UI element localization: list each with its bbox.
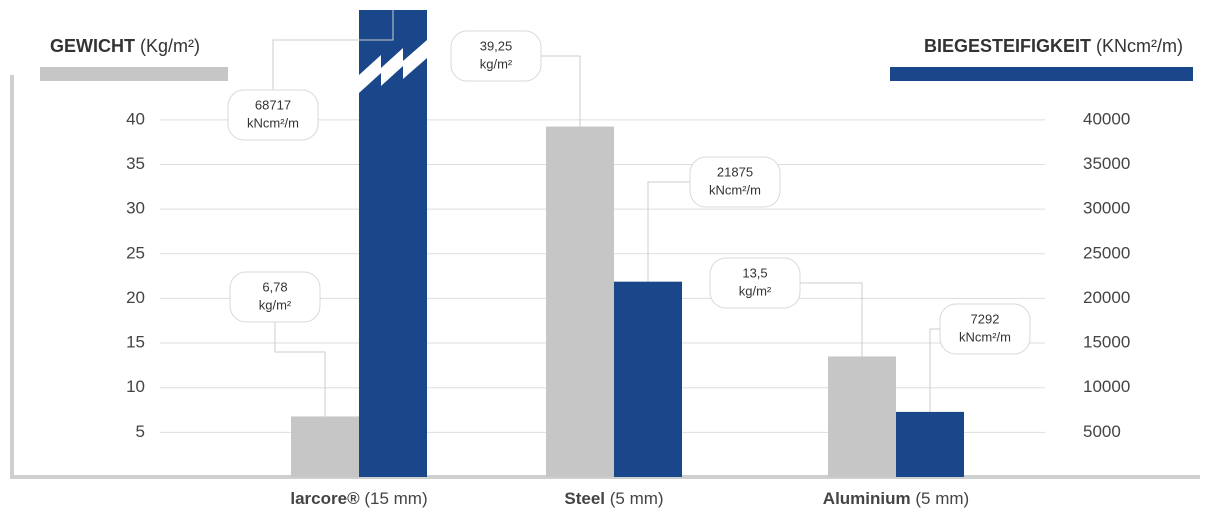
bar [828,356,896,477]
y2-tick-label: 5000 [1083,422,1121,441]
data-label: 21875 [717,164,753,179]
frame [10,75,1200,479]
category-name: Steel [564,489,605,508]
bar [546,126,614,478]
data-label-unit: kNcm²/m [247,115,299,130]
y-tick-label: 25 [126,243,145,262]
axis-unit: (KNcm²/m) [1096,36,1183,56]
bar [896,411,964,477]
data-label-unit: kNcm²/m [959,329,1011,344]
y2-tick-label: 30000 [1083,199,1130,218]
callout-connector [647,181,690,282]
bars [291,10,964,478]
bar [614,281,682,477]
bar [291,416,359,477]
data-label-unit: kNcm²/m [709,182,761,197]
y-tick-label: 40 [126,109,145,128]
left-axis-title: GEWICHT (Kg/m²) [50,36,200,56]
callout-box [709,257,801,309]
x-tick-label: larcore® (15 mm) [290,489,427,508]
callout-connector [540,55,581,127]
legend-swatch [890,67,1193,81]
category-name: Aluminium [823,489,911,508]
y-tick-label: 5 [136,422,145,441]
category-detail: (5 mm) [915,489,969,508]
callout-box [227,89,319,141]
data-label: 39,25 [480,38,513,53]
axis-unit: (Kg/m²) [140,36,200,56]
callout-connector [929,328,940,412]
callout-box [689,156,781,208]
y2-tick-label: 20000 [1083,288,1130,307]
callout-connector [274,322,326,417]
annotations: 6,78 kg/m² 68717 kNcm²/m 39,25 kg/m² 21875 kNcm… [227,10,1031,417]
x-tick-label: Aluminium (5 mm) [823,489,969,508]
y-tick-label: 10 [126,377,145,396]
category-detail: (5 mm) [610,489,664,508]
data-label-unit: kg/m² [259,297,292,312]
series-name: BIEGESTEIFIGKEIT [924,36,1091,56]
callout-connector [272,10,394,90]
data-label: 7292 [971,311,1000,326]
y2-tick-label: 40000 [1083,109,1130,128]
y-tick-label: 20 [126,288,145,307]
data-label: 68717 [255,97,291,112]
data-label-unit: kg/m² [480,56,513,71]
legend-swatch [40,67,228,81]
y2-tick-label: 15000 [1083,333,1130,352]
series-name: GEWICHT [50,36,135,56]
data-label-unit: kg/m² [739,283,772,298]
y-tick-label: 35 [126,154,145,173]
y2-tick-label: 25000 [1083,243,1130,262]
right-axis-title: BIEGESTEIFIGKEIT (KNcm²/m) [924,36,1183,56]
callout-box [450,30,542,82]
data-label: 6,78 [262,279,287,294]
axis-break [359,40,427,93]
y-tick-label: 30 [126,199,145,218]
data-label: 13,5 [742,265,767,280]
x-tick-label: Steel (5 mm) [564,489,663,508]
bar [359,10,427,477]
category-name: larcore® [290,489,360,508]
y2-tick-label: 35000 [1083,154,1130,173]
callout-box [229,271,321,323]
y-tick-label: 15 [126,333,145,352]
callout-connector [800,282,863,357]
y2-tick-label: 10000 [1083,377,1130,396]
callout-box [939,303,1031,355]
category-detail: (15 mm) [364,489,427,508]
